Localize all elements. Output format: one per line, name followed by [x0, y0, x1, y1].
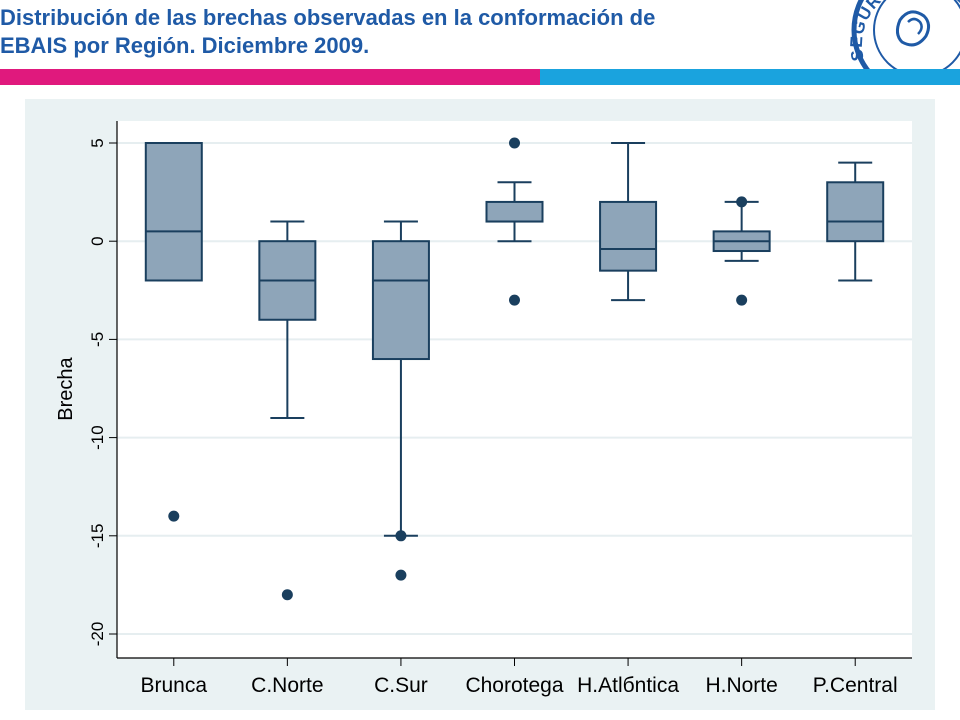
seguro-social-logo: SEGURO SOCIAL — [842, 0, 960, 72]
x-tick-label: C.Sur — [374, 674, 428, 697]
outlier-point — [395, 530, 407, 542]
box-2 — [258, 220, 317, 601]
slide-title-line-1: Distribución de las brechas observadas e… — [0, 5, 656, 30]
outlier-point — [736, 196, 748, 208]
iqr-box — [144, 142, 203, 282]
slide-title: Distribución de las brechas observadas e… — [0, 4, 830, 60]
outlier-point — [281, 589, 293, 601]
box-5 — [599, 142, 658, 302]
iqr-box — [371, 240, 430, 361]
box-1 — [144, 142, 203, 522]
slide-title-line-2: EBAIS por Región. Diciembre 2009. — [0, 33, 370, 58]
chart-panel: 5 0 -5 -10 -15 -20 Brunca C.Norte C.Sur Chorotega… — [25, 99, 935, 710]
box-4 — [485, 137, 544, 306]
y-tick-label: -5 — [88, 332, 107, 347]
x-tick-label: Brunca — [141, 674, 208, 697]
x-tick-label: Chorotega — [465, 674, 563, 697]
iqr-box — [826, 181, 885, 243]
y-axis-label: Brecha — [55, 356, 77, 420]
outlier-point — [395, 569, 407, 581]
x-tick-label: P.Central — [813, 674, 898, 697]
box-7 — [826, 161, 885, 282]
iqr-box — [485, 200, 544, 223]
x-tick-label: H.Atlбntica — [577, 674, 679, 697]
y-tick-label: 5 — [88, 138, 107, 147]
y-tick-label: 0 — [88, 236, 107, 245]
pink-accent-bar — [0, 69, 540, 85]
outlier-point — [168, 510, 180, 522]
x-tick-label: H.Norte — [705, 674, 777, 697]
box-6 — [712, 196, 771, 306]
x-tick-label: C.Norte — [251, 674, 323, 697]
box-plot-chart: 5 0 -5 -10 -15 -20 Brunca C.Norte C.Sur Chorotega… — [55, 121, 912, 697]
y-tick-label: -10 — [88, 425, 107, 450]
outlier-point — [509, 137, 520, 149]
iqr-box — [599, 200, 658, 272]
blue-accent-bar — [540, 69, 960, 85]
outlier-point — [736, 294, 748, 306]
y-tick-label: -15 — [88, 524, 107, 549]
box-3 — [371, 220, 430, 581]
y-tick-label: -20 — [88, 622, 107, 647]
outlier-point — [509, 294, 520, 306]
